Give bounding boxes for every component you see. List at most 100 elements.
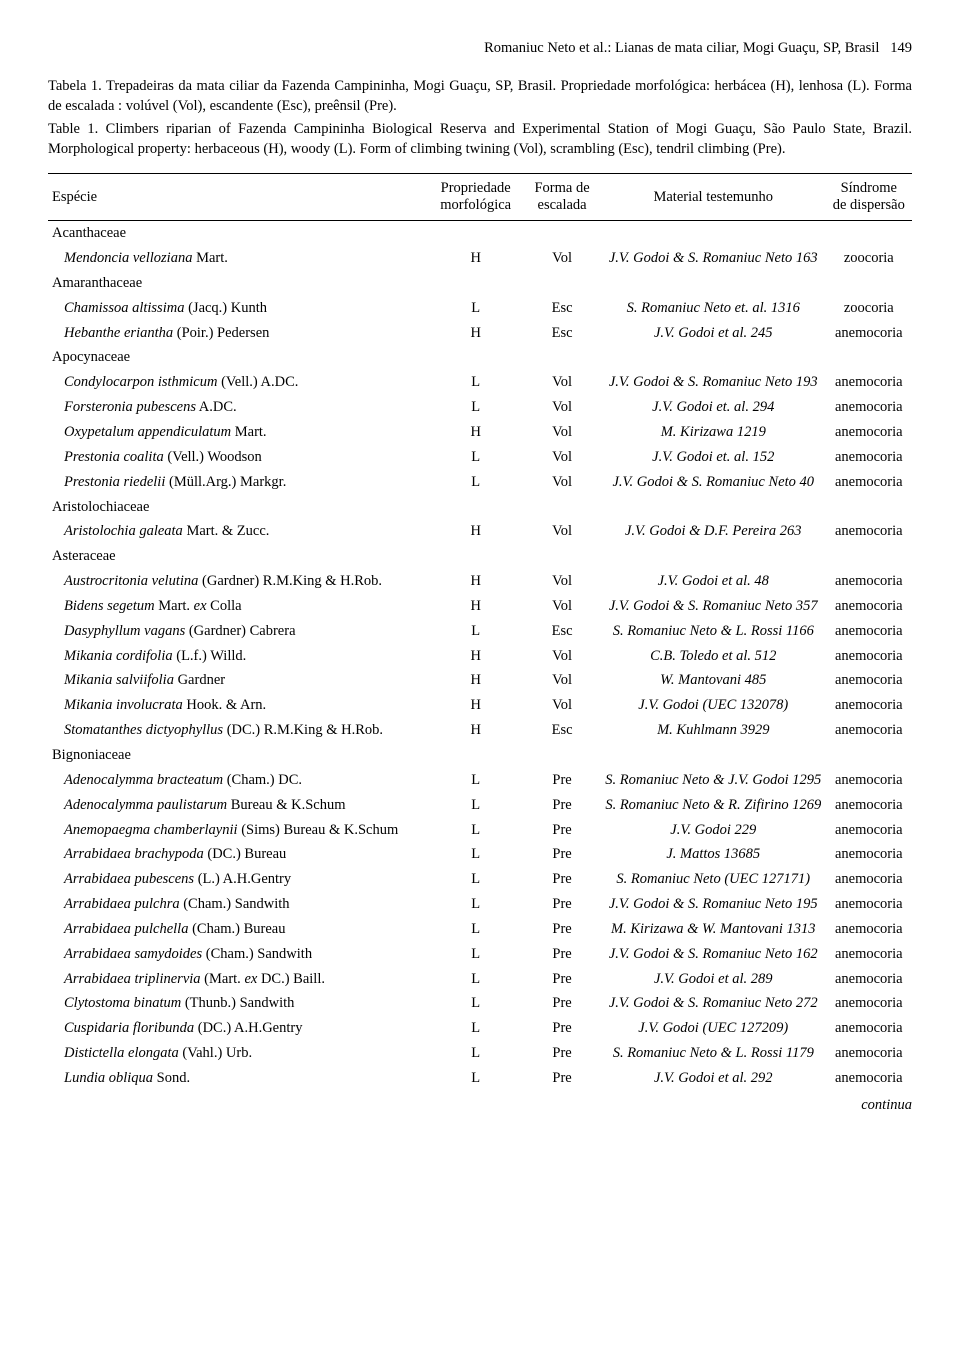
prop-cell: L	[428, 470, 523, 495]
species-cell: Anemopaegma chamberlaynii (Sims) Bureau …	[48, 818, 428, 843]
forma-cell: Pre	[523, 917, 601, 942]
sindrome-cell: anemocoria	[826, 867, 912, 892]
sindrome-cell: anemocoria	[826, 818, 912, 843]
table-row: Lundia obliqua Sond.LPreJ.V. Godoi et al…	[48, 1066, 912, 1091]
col-material: Material testemunho	[601, 174, 826, 221]
table-row: Adenocalymma bracteatum (Cham.) DC.LPreS…	[48, 768, 912, 793]
sindrome-cell: zoocoria	[826, 246, 912, 271]
material-cell: M. Kirizawa & W. Mantovani 1313	[601, 917, 826, 942]
species-cell: Prestonia coalita (Vell.) Woodson	[48, 445, 428, 470]
material-cell: J.V. Godoi et al. 289	[601, 967, 826, 992]
species-cell: Clytostoma binatum (Thunb.) Sandwith	[48, 991, 428, 1016]
family-cell: Bignoniaceae	[48, 743, 912, 768]
sindrome-cell: anemocoria	[826, 619, 912, 644]
material-cell: S. Romaniuc Neto (UEC 127171)	[601, 867, 826, 892]
prop-cell: L	[428, 991, 523, 1016]
forma-cell: Pre	[523, 1016, 601, 1041]
material-cell: J.V. Godoi & S. Romaniuc Neto 272	[601, 991, 826, 1016]
material-cell: J.V. Godoi & S. Romaniuc Neto 40	[601, 470, 826, 495]
prop-cell: H	[428, 420, 523, 445]
sindrome-cell: anemocoria	[826, 519, 912, 544]
family-cell: Acanthaceae	[48, 221, 912, 246]
table-row: Amaranthaceae	[48, 271, 912, 296]
table-row: Bidens segetum Mart. ex CollaHVolJ.V. Go…	[48, 594, 912, 619]
forma-cell: Pre	[523, 1066, 601, 1091]
species-cell: Arrabidaea pulchra (Cham.) Sandwith	[48, 892, 428, 917]
sindrome-cell: anemocoria	[826, 470, 912, 495]
forma-cell: Esc	[523, 296, 601, 321]
prop-cell: H	[428, 519, 523, 544]
prop-cell: H	[428, 569, 523, 594]
sindrome-cell: anemocoria	[826, 395, 912, 420]
sindrome-cell: anemocoria	[826, 967, 912, 992]
sindrome-cell: anemocoria	[826, 693, 912, 718]
material-cell: S. Romaniuc Neto et. al. 1316	[601, 296, 826, 321]
species-table: Espécie Propriedademorfológica Forma dee…	[48, 173, 912, 1091]
forma-cell: Esc	[523, 718, 601, 743]
forma-cell: Vol	[523, 420, 601, 445]
prop-cell: L	[428, 842, 523, 867]
sindrome-cell: anemocoria	[826, 370, 912, 395]
family-cell: Apocynaceae	[48, 345, 912, 370]
material-cell: J.V. Godoi et al. 292	[601, 1066, 826, 1091]
species-cell: Arrabidaea brachypoda (DC.) Bureau	[48, 842, 428, 867]
table-row: Acanthaceae	[48, 221, 912, 246]
prop-cell: L	[428, 1066, 523, 1091]
sindrome-cell: anemocoria	[826, 917, 912, 942]
table-row: Mikania cordifolia (L.f.) Willd.HVolC.B.…	[48, 644, 912, 669]
sindrome-cell: anemocoria	[826, 793, 912, 818]
species-cell: Prestonia riedelii (Müll.Arg.) Markgr.	[48, 470, 428, 495]
sindrome-cell: anemocoria	[826, 445, 912, 470]
material-cell: J.V. Godoi et al. 48	[601, 569, 826, 594]
species-cell: Aristolochia galeata Mart. & Zucc.	[48, 519, 428, 544]
family-cell: Aristolochiaceae	[48, 495, 912, 520]
material-cell: J.V. Godoi & S. Romaniuc Neto 195	[601, 892, 826, 917]
prop-cell: L	[428, 917, 523, 942]
sindrome-cell: anemocoria	[826, 991, 912, 1016]
material-cell: J.V. Godoi et. al. 294	[601, 395, 826, 420]
material-cell: S. Romaniuc Neto & R. Zifirino 1269	[601, 793, 826, 818]
forma-cell: Vol	[523, 693, 601, 718]
species-cell: Oxypetalum appendiculatum Mart.	[48, 420, 428, 445]
table-row: Arrabidaea brachypoda (DC.) BureauLPreJ.…	[48, 842, 912, 867]
prop-cell: H	[428, 246, 523, 271]
table-row: Stomatanthes dictyophyllus (DC.) R.M.Kin…	[48, 718, 912, 743]
forma-cell: Pre	[523, 867, 601, 892]
table-row: Condylocarpon isthmicum (Vell.) A.DC.LVo…	[48, 370, 912, 395]
material-cell: J.V. Godoi & D.F. Pereira 263	[601, 519, 826, 544]
table-row: Anemopaegma chamberlaynii (Sims) Bureau …	[48, 818, 912, 843]
table-row: Oxypetalum appendiculatum Mart.HVolM. Ki…	[48, 420, 912, 445]
species-cell: Arrabidaea triplinervia (Mart. ex DC.) B…	[48, 967, 428, 992]
species-cell: Stomatanthes dictyophyllus (DC.) R.M.Kin…	[48, 718, 428, 743]
table-row: Asteraceae	[48, 544, 912, 569]
prop-cell: H	[428, 644, 523, 669]
sindrome-cell: anemocoria	[826, 842, 912, 867]
table-row: Bignoniaceae	[48, 743, 912, 768]
material-cell: J.V. Godoi (UEC 132078)	[601, 693, 826, 718]
forma-cell: Vol	[523, 594, 601, 619]
material-cell: J. Mattos 13685	[601, 842, 826, 867]
forma-cell: Pre	[523, 991, 601, 1016]
sindrome-cell: anemocoria	[826, 644, 912, 669]
sindrome-cell: anemocoria	[826, 1041, 912, 1066]
sindrome-cell: anemocoria	[826, 1016, 912, 1041]
table-row: Apocynaceae	[48, 345, 912, 370]
material-cell: J.V. Godoi & S. Romaniuc Neto 162	[601, 942, 826, 967]
forma-cell: Vol	[523, 519, 601, 544]
table-row: Arrabidaea pulchella (Cham.) BureauLPreM…	[48, 917, 912, 942]
prop-cell: L	[428, 768, 523, 793]
forma-cell: Pre	[523, 818, 601, 843]
species-cell: Adenocalymma bracteatum (Cham.) DC.	[48, 768, 428, 793]
material-cell: M. Kirizawa 1219	[601, 420, 826, 445]
prop-cell: L	[428, 619, 523, 644]
table-row: Distictella elongata (Vahl.) Urb.LPreS. …	[48, 1041, 912, 1066]
forma-cell: Pre	[523, 1041, 601, 1066]
page-number: 149	[890, 40, 912, 56]
running-head: Romaniuc Neto et al.: Lianas de mata cil…	[48, 40, 912, 57]
prop-cell: L	[428, 867, 523, 892]
forma-cell: Pre	[523, 793, 601, 818]
forma-cell: Pre	[523, 942, 601, 967]
sindrome-cell: anemocoria	[826, 420, 912, 445]
species-cell: Mikania involucrata Hook. & Arn.	[48, 693, 428, 718]
forma-cell: Pre	[523, 842, 601, 867]
